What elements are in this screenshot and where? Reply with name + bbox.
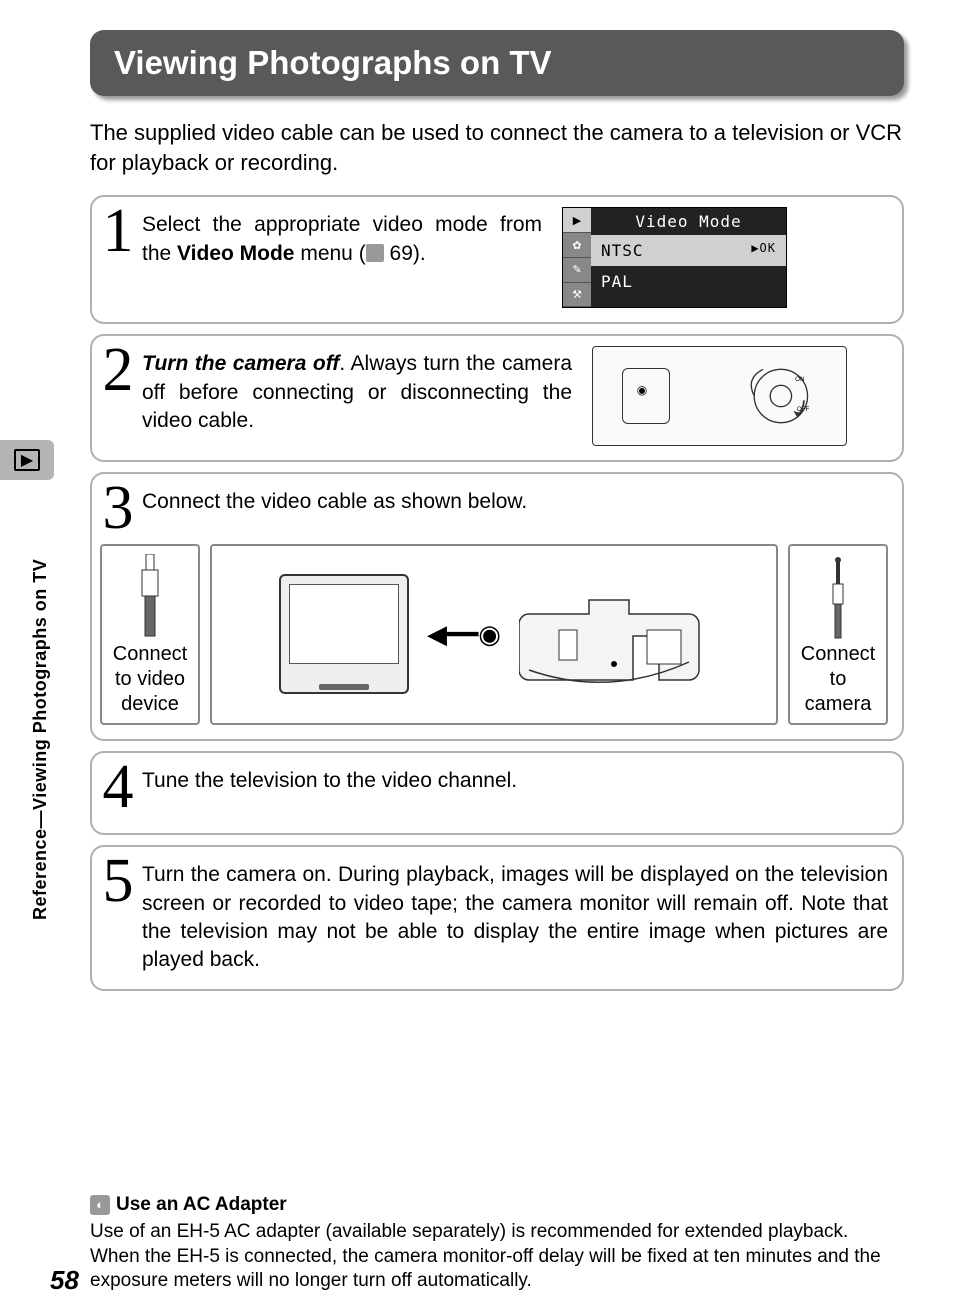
camera-off-diagram: ON OFF <box>592 346 847 446</box>
left-caption: Connect to video device <box>106 642 194 717</box>
menu-ok-label: ▶OK <box>751 241 776 260</box>
menu-pal-label: PAL <box>601 272 633 291</box>
camera-icon <box>519 574 709 694</box>
step-text: Turn the camera off. Always turn the cam… <box>142 346 572 435</box>
page-title: Viewing Photographs on TV <box>90 30 904 96</box>
turn-off-italic: Turn the camera off <box>142 352 339 375</box>
cable-mid: ◀━━◉ <box>210 544 778 725</box>
tv-icon <box>279 574 409 694</box>
power-dial-icon: ON OFF <box>727 356 817 436</box>
step-text: Turn the camera on. During playback, ima… <box>142 857 888 974</box>
step-text: Select the appropriate video mode from t… <box>142 207 542 268</box>
footer-note: ◐ Use an AC Adapter Use of an EH-5 AC ad… <box>90 1194 894 1294</box>
menu-tab-camera-icon: ✿ <box>563 233 591 258</box>
step-text-b: menu ( <box>295 242 366 265</box>
menu-item-pal: PAL <box>591 266 786 297</box>
menu-tab-play-icon: ▶ <box>563 208 591 233</box>
footer-title-text: Use an AC Adapter <box>116 1194 287 1216</box>
mini-plug-icon <box>826 552 850 642</box>
step-5: 5 Turn the camera on. During playback, i… <box>90 845 904 990</box>
rca-plug-icon <box>136 552 164 642</box>
video-mode-menu-diagram: ▶ ✿ ✎ ⚒ Video Mode NTSC ▶OK PAL <box>562 207 787 308</box>
step-number: 2 <box>100 346 136 396</box>
step-number: 5 <box>100 857 136 907</box>
arrow-left-icon: ◀━━◉ <box>427 619 501 650</box>
port-icon <box>622 368 670 424</box>
step-number: 4 <box>100 763 136 813</box>
right-caption: Connect to camera <box>794 642 882 717</box>
step-number: 1 <box>100 207 136 257</box>
page-number: 58 <box>50 1265 79 1296</box>
step-text: Connect the video cable as shown below. <box>142 484 888 516</box>
step-text: Tune the television to the video channel… <box>142 763 888 819</box>
step-4: 4 Tune the television to the video chann… <box>90 751 904 835</box>
step-3: 3 Connect the video cable as shown below… <box>90 472 904 741</box>
menu-tab-wrench-icon: ⚒ <box>563 283 591 308</box>
cable-left-col: Connect to video device <box>100 544 200 725</box>
menu-item-ntsc: NTSC ▶OK <box>591 235 786 266</box>
bulb-icon: ◐ <box>90 1195 110 1215</box>
cable-diagram: Connect to video device ◀━━◉ <box>100 544 888 725</box>
step-2: 2 Turn the camera off. Always turn the c… <box>90 334 904 462</box>
intro-paragraph: The supplied video cable can be used to … <box>90 118 904 177</box>
menu-tab-pencil-icon: ✎ <box>563 258 591 283</box>
page-ref-icon <box>366 244 384 262</box>
menu-ntsc-label: NTSC <box>601 241 644 260</box>
svg-text:ON: ON <box>795 376 804 383</box>
page-ref-num: 69). <box>384 242 426 265</box>
step-number: 3 <box>100 484 136 534</box>
step-1: 1 Select the appropriate video mode from… <box>90 195 904 324</box>
footer-body-text: Use of an EH-5 AC adapter (available sep… <box>90 1220 894 1294</box>
cable-right-col: Connect to camera <box>788 544 888 725</box>
video-mode-bold: Video Mode <box>177 242 294 265</box>
menu-title: Video Mode <box>591 208 786 235</box>
